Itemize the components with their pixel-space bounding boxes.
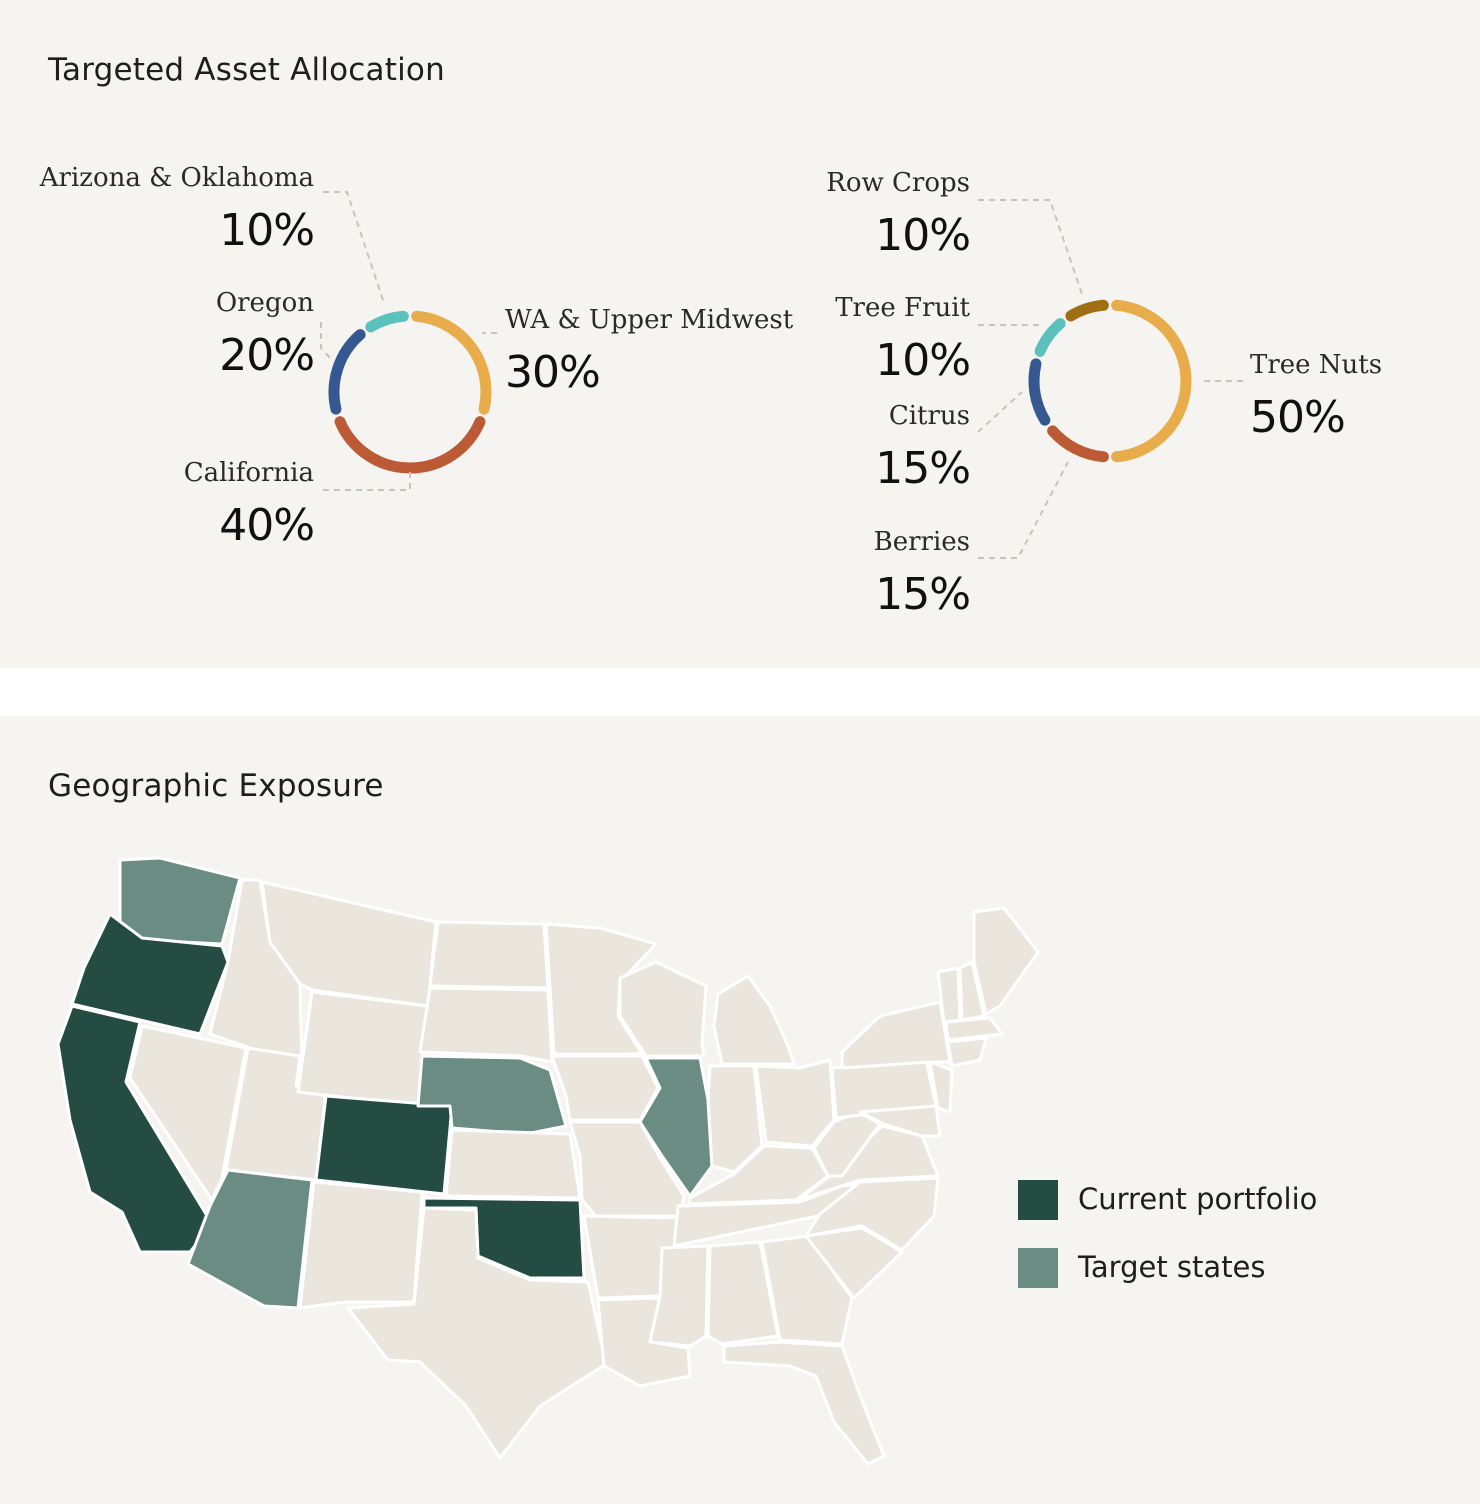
state-montana <box>260 880 438 1008</box>
donut-segment-berries <box>1047 425 1109 463</box>
state-alabama <box>706 1240 780 1346</box>
value-tree-fruit: 10% <box>875 335 970 386</box>
state-oregon <box>70 912 230 1036</box>
donut-segment-citrus <box>1028 358 1051 426</box>
state-massachusetts <box>944 1016 1004 1042</box>
leader-line-oregon <box>320 322 333 361</box>
state-kansas <box>444 1128 582 1200</box>
state-mississippi <box>648 1244 710 1348</box>
value-california: 40% <box>219 500 314 551</box>
leader-line-arizona-oklahoma <box>323 191 385 304</box>
allocation-charts: Arizona & Oklahoma 10% Oregon 20% WA & U… <box>39 163 1382 620</box>
state-illinois <box>638 1056 714 1198</box>
legend-swatch-current <box>1018 1180 1058 1220</box>
donut-segment-wa-upper-midwest <box>411 310 492 415</box>
state-north-carolina <box>804 1176 940 1252</box>
state-new-hampshire <box>958 960 986 1022</box>
label-arizona-oklahoma: Arizona & Oklahoma <box>39 163 314 193</box>
state-texas <box>346 1206 608 1460</box>
value-tree-nuts: 50% <box>1250 392 1345 443</box>
states-layer <box>56 856 1040 1466</box>
label-oregon: Oregon <box>216 288 314 318</box>
allocation-title: Targeted Asset Allocation <box>48 52 445 88</box>
geographic-exposure-panel: Geographic Exposure <box>0 716 1480 1504</box>
label-row-crops: Row Crops <box>826 168 970 198</box>
value-row-crops: 10% <box>875 210 970 261</box>
label-tree-fruit: Tree Fruit <box>835 293 970 323</box>
legend-label-current-portfolio: Current portfolio <box>1078 1182 1318 1216</box>
state-west-virginia <box>812 1110 882 1178</box>
label-berries: Berries <box>874 527 970 557</box>
region-donut-chart: Arizona & Oklahoma 10% Oregon 20% WA & U… <box>39 163 794 551</box>
leader-line-citrus <box>977 391 1023 433</box>
state-wisconsin <box>618 960 708 1058</box>
state-new-jersey <box>928 1060 954 1114</box>
state-maine <box>972 906 1040 1016</box>
leader-line-berries <box>978 461 1069 559</box>
legend-label-target-states: Target states <box>1078 1250 1266 1284</box>
value-berries: 15% <box>875 569 970 620</box>
us-states-map <box>56 856 1040 1466</box>
state-michigan <box>712 974 796 1066</box>
value-wa-upper-midwest: 30% <box>505 347 600 398</box>
value-citrus: 15% <box>875 443 970 494</box>
state-north-dakota <box>428 920 550 990</box>
geography-title: Geographic Exposure <box>48 768 384 804</box>
crop-donut-chart: Row Crops 10% Tree Fruit 10% Citrus 15% … <box>826 168 1382 620</box>
donut-segment-arizona-oklahoma <box>365 310 409 333</box>
state-ohio <box>754 1058 836 1148</box>
donut-segment-oregon <box>328 329 366 415</box>
state-washington <box>118 856 242 946</box>
legend-item-target-states: Target states <box>1018 1248 1438 1288</box>
donut-segment-tree-fruit <box>1034 318 1066 357</box>
state-south-dakota <box>418 986 554 1064</box>
label-wa-upper-midwest: WA & Upper Midwest <box>505 305 794 335</box>
leader-line-row-crops <box>978 199 1083 295</box>
label-tree-nuts: Tree Nuts <box>1250 350 1382 380</box>
state-florida <box>722 1340 886 1466</box>
state-georgia <box>760 1234 854 1346</box>
label-california: California <box>184 458 314 488</box>
state-colorado <box>314 1094 454 1196</box>
value-oregon: 20% <box>219 330 314 381</box>
state-maryland <box>858 1104 942 1138</box>
label-citrus: Citrus <box>889 401 970 431</box>
state-connecticut <box>946 1036 988 1068</box>
value-arizona-oklahoma: 10% <box>219 205 314 256</box>
donut-segment-tree-nuts <box>1111 299 1192 463</box>
state-new-york <box>840 1000 952 1070</box>
state-new-mexico <box>298 1180 424 1310</box>
donut-segment-california <box>334 416 486 474</box>
donut-segment-row-crops <box>1065 299 1109 322</box>
legend-swatch-target <box>1018 1248 1058 1288</box>
state-arizona <box>186 1168 314 1310</box>
state-iowa <box>550 1054 660 1122</box>
leader-line-california <box>323 472 411 491</box>
state-california <box>56 1004 214 1254</box>
state-wyoming <box>296 990 430 1108</box>
legend-item-current-portfolio: Current portfolio <box>1018 1180 1438 1220</box>
asset-allocation-panel: Targeted Asset Allocation Arizona & Okla… <box>0 0 1480 668</box>
